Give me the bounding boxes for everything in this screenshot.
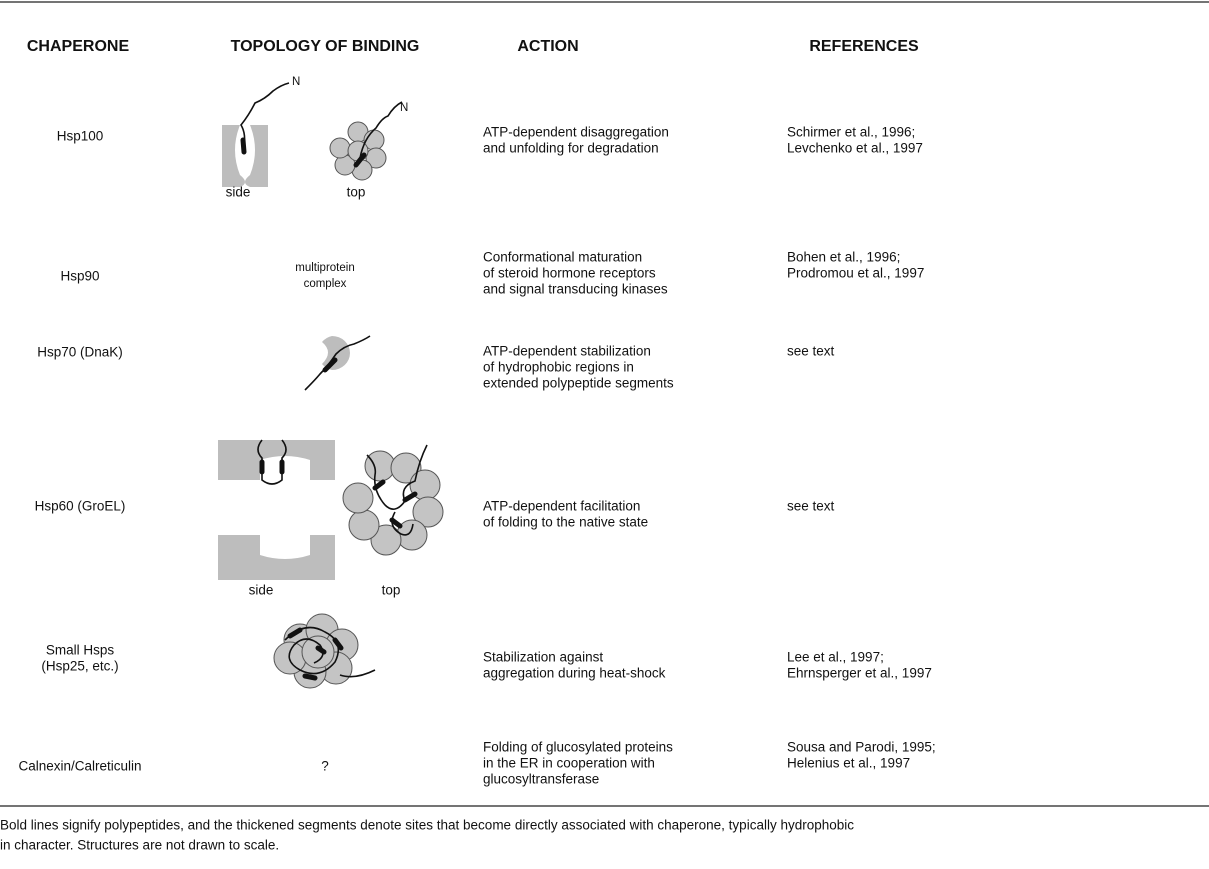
action-text: ATP-dependent disaggregation [483, 125, 669, 140]
reference-text: Sousa and Parodi, 1995; [787, 740, 936, 755]
action-text: Conformational maturation [483, 250, 642, 265]
reference-text: Bohen et al., 1996; [787, 250, 900, 265]
caption-line: Bold lines signify polypeptides, and the… [0, 818, 854, 833]
topology-label: top [382, 583, 401, 598]
action-text: of steroid hormone receptors [483, 266, 656, 281]
column-header: ACTION [517, 38, 578, 55]
action-text: and unfolding for degradation [483, 141, 659, 156]
hsp100-top-diagram: N [329, 101, 408, 181]
chaperone-name: Small Hsps [46, 643, 115, 658]
action-text: ATP-dependent stabilization [483, 344, 651, 359]
chaperone-name: Hsp70 (DnaK) [37, 345, 123, 360]
column-header: REFERENCES [809, 38, 919, 55]
svg-text:N: N [400, 102, 408, 114]
reference-text: Schirmer et al., 1996; [787, 125, 915, 140]
topology-label: ? [321, 759, 329, 774]
chaperone-name: (Hsp25, etc.) [41, 659, 118, 674]
reference-text: see text [787, 344, 835, 359]
hsp60-top-diagram [342, 444, 444, 556]
topology-label: complex [304, 278, 347, 290]
topology-label: side [226, 185, 251, 200]
column-header: TOPOLOGY OF BINDING [231, 38, 420, 55]
action-text: in the ER in cooperation with [483, 756, 655, 771]
column-header: CHAPERONE [27, 38, 130, 55]
topology-label: top [347, 185, 366, 200]
reference-text: see text [787, 499, 835, 514]
hsp60-side-diagram [218, 439, 335, 580]
reference-text: Levchenko et al., 1997 [787, 141, 923, 156]
reference-text: Lee et al., 1997; [787, 650, 884, 665]
small-hsps-diagram [273, 613, 376, 689]
hsp100-side-diagram: N [222, 76, 300, 187]
topology-label: multiprotein [295, 262, 354, 274]
hsp70-diagram [304, 335, 371, 391]
chaperone-name: Hsp90 [60, 269, 99, 284]
caption-line: in character. Structures are not drawn t… [0, 838, 279, 853]
action-text: of folding to the native state [483, 515, 648, 530]
reference-text: Prodromou et al., 1997 [787, 266, 924, 281]
chaperone-name: Calnexin/Calreticulin [18, 759, 141, 774]
action-text: Folding of glucosylated proteins [483, 740, 673, 755]
action-text: and signal transducing kinases [483, 282, 668, 297]
action-text: aggregation during heat-shock [483, 666, 666, 681]
topology-label: side [249, 583, 274, 598]
chaperone-name: Hsp60 (GroEL) [35, 499, 126, 514]
reference-text: Helenius et al., 1997 [787, 756, 910, 771]
svg-text:N: N [292, 76, 300, 88]
action-text: ATP-dependent facilitation [483, 499, 640, 514]
action-text: extended polypeptide segments [483, 376, 674, 391]
action-text: of hydrophobic regions in [483, 360, 634, 375]
chaperone-name: Hsp100 [57, 129, 104, 144]
action-text: Stabilization against [483, 650, 603, 665]
action-text: glucosyltransferase [483, 772, 599, 787]
reference-text: Ehrnsperger et al., 1997 [787, 666, 932, 681]
